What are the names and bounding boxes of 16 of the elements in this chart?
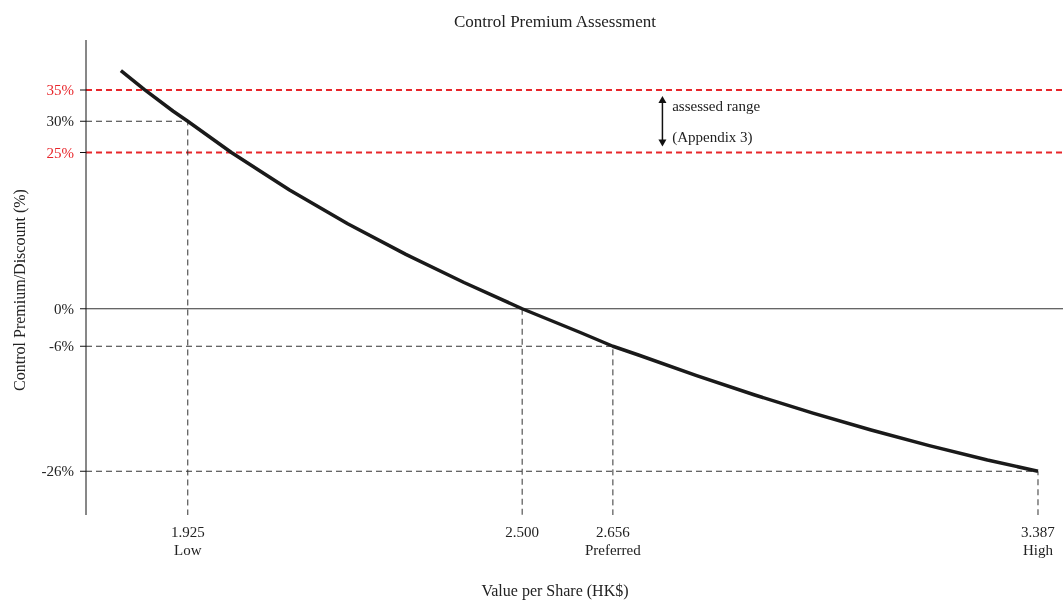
x-tick-label: 2.500 — [505, 524, 540, 540]
x-tick-label: 3.387 High — [1021, 524, 1056, 558]
x-tick-label: 1.925 Low — [170, 524, 205, 558]
y-tick-label: 25% — [46, 144, 74, 161]
x-tick-label: 2.656 Preferred — [584, 524, 642, 558]
y-tick-label: -26% — [41, 463, 74, 480]
y-tick-label: -6% — [49, 338, 74, 355]
line-series — [119, 68, 1040, 473]
y-tick-label: 35% — [46, 82, 74, 98]
annotation: assessed range — [672, 97, 761, 114]
annotation: (Appendix 3) — [672, 128, 753, 146]
y-tick-label: 30% — [46, 113, 74, 130]
y-tick-label: 0% — [54, 300, 74, 317]
y-axis-title: Control Premium/Discount (%) — [11, 189, 30, 391]
chart-title: Control Premium Assessment — [452, 12, 658, 32]
x-axis-title: Value per Share (HK$) — [480, 582, 630, 600]
